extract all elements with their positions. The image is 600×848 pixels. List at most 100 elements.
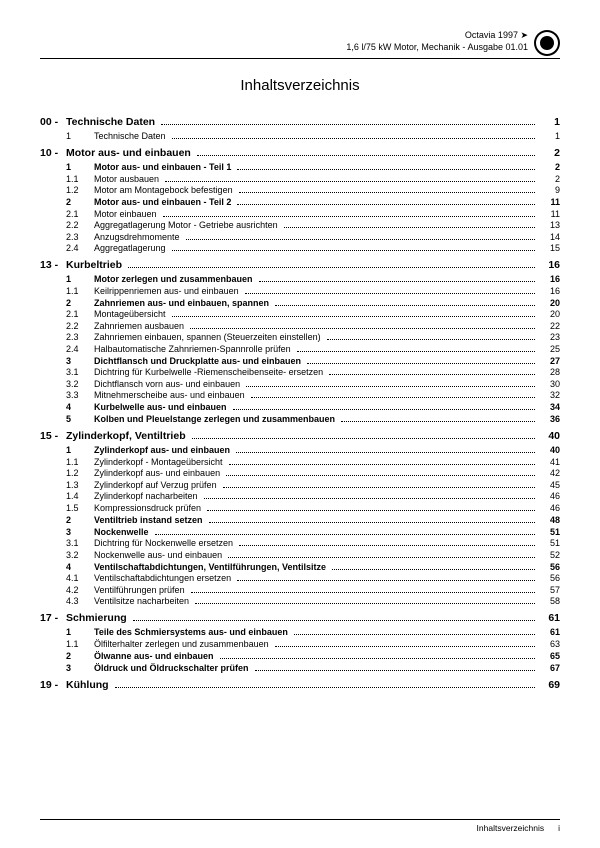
entry-page: 46 xyxy=(538,503,560,513)
entry-text: Ventilschaftabdichtungen, Ventilführunge… xyxy=(94,562,326,572)
toc-entry: 3.2Nockenwelle aus- und einbauen 52 xyxy=(40,550,560,560)
entry-number: 5 xyxy=(66,414,94,424)
leader-dots xyxy=(172,316,535,317)
entry-number: 2.2 xyxy=(66,220,94,230)
entry-text: Motor aus- und einbauen - Teil 2 xyxy=(94,197,231,207)
entry-page: 16 xyxy=(538,286,560,296)
entry-page: 20 xyxy=(538,298,560,308)
toc-entry: 2.2Aggregatlagerung Motor - Getriebe aus… xyxy=(40,220,560,230)
toc-entry: 3.1Dichtring für Nockenwelle ersetzen51 xyxy=(40,538,560,548)
entry-number: 2 xyxy=(66,298,94,308)
leader-dots xyxy=(186,239,535,240)
toc-entry: 2.3Zahnriemen einbauen, spannen (Steuerz… xyxy=(40,332,560,342)
section-heading: 15 -Zylinderkopf, Ventiltrieb40 xyxy=(40,430,560,442)
entry-number: 3.2 xyxy=(66,550,94,560)
entry-page: 48 xyxy=(538,515,560,525)
entry-number: 1.1 xyxy=(66,174,94,184)
entry-number: 2.4 xyxy=(66,344,94,354)
entry-page: 65 xyxy=(538,651,560,661)
toc-entry: 3Nockenwelle51 xyxy=(40,527,560,537)
entry-text: Ventilsitze nacharbeiten xyxy=(94,596,189,606)
section-heading: 19 -Kühlung69 xyxy=(40,679,560,691)
toc-entry: 4Ventilschaftabdichtungen, Ventilführung… xyxy=(40,562,560,572)
leader-dots xyxy=(259,281,535,282)
toc-entry: 1.5Kompressionsdruck prüfen46 xyxy=(40,503,560,513)
leader-dots xyxy=(204,498,535,499)
leader-dots xyxy=(237,169,535,170)
toc-entry: 2Ventiltrieb instand setzen48 xyxy=(40,515,560,525)
entry-number: 1 xyxy=(66,162,94,172)
toc-entry: 3.3Mitnehmerscheibe aus- und einbauen32 xyxy=(40,390,560,400)
entry-page: 51 xyxy=(538,538,560,548)
entry-text: Dichtring für Kurbelwelle -Riemenscheibe… xyxy=(94,367,323,377)
leader-dots xyxy=(245,293,535,294)
entry-page: 25 xyxy=(538,344,560,354)
entry-text: Ölwanne aus- und einbauen xyxy=(94,651,214,661)
leader-dots xyxy=(192,438,535,439)
leader-dots xyxy=(172,138,535,139)
page-title: Inhaltsverzeichnis xyxy=(40,77,560,94)
entry-number: 2 xyxy=(66,197,94,207)
entry-page: 32 xyxy=(538,390,560,400)
entry-number: 4 xyxy=(66,562,94,572)
leader-dots xyxy=(237,580,535,581)
toc-section: 19 -Kühlung69 xyxy=(40,679,560,691)
entry-page: 1 xyxy=(538,131,560,141)
entry-text: Nockenwelle xyxy=(94,527,149,537)
toc-entry: 4.1Ventilschaftabdichtungen ersetzen56 xyxy=(40,573,560,583)
entry-number: 3.3 xyxy=(66,390,94,400)
entry-text: Zylinderkopf - Montageübersicht xyxy=(94,457,223,467)
leader-dots xyxy=(275,305,535,306)
leader-dots xyxy=(297,351,535,352)
entry-text: Zahnriemen aus- und einbauen, spannen xyxy=(94,298,269,308)
entry-page: 14 xyxy=(538,232,560,242)
entry-text: Zylinderkopf aus- und einbauen xyxy=(94,445,230,455)
entry-text: Nockenwelle aus- und einbauen xyxy=(94,550,222,560)
toc-entry: 1Teile des Schmiersystems aus- und einba… xyxy=(40,627,560,637)
entry-page: 27 xyxy=(538,356,560,366)
section-page: 61 xyxy=(538,612,560,624)
leader-dots xyxy=(237,204,535,205)
entry-page: 2 xyxy=(538,174,560,184)
toc-entry: 4.3Ventilsitze nacharbeiten58 xyxy=(40,596,560,606)
leader-dots xyxy=(239,192,535,193)
entry-text: Dichtflansch und Druckplatte aus- und ei… xyxy=(94,356,301,366)
leader-dots xyxy=(155,534,535,535)
leader-dots xyxy=(246,386,535,387)
leader-dots xyxy=(207,510,535,511)
entry-page: 23 xyxy=(538,332,560,342)
entry-number: 2.1 xyxy=(66,309,94,319)
footer-label: Inhaltsverzeichnis xyxy=(477,823,545,833)
toc-entry: 1Zylinderkopf aus- und einbauen40 xyxy=(40,445,560,455)
leader-dots xyxy=(329,374,535,375)
leader-dots xyxy=(220,658,535,659)
entry-page: 34 xyxy=(538,402,560,412)
toc-entry: 1Motor zerlegen und zusammenbauen16 xyxy=(40,274,560,284)
toc-entry: 2Ölwanne aus- und einbauen65 xyxy=(40,651,560,661)
entry-text: Ventilführungen prüfen xyxy=(94,585,185,595)
leader-dots xyxy=(161,124,535,125)
section-number: 19 - xyxy=(40,679,66,691)
entry-text: Zylinderkopf nacharbeiten xyxy=(94,491,198,501)
section-number: 15 - xyxy=(40,430,66,442)
entry-page: 52 xyxy=(538,550,560,560)
section-title: Motor aus- und einbauen xyxy=(66,147,191,159)
entry-text: Ventiltrieb instand setzen xyxy=(94,515,203,525)
entry-number: 1.2 xyxy=(66,185,94,195)
entry-page: 61 xyxy=(538,627,560,637)
entry-text: Aggregatlagerung xyxy=(94,243,166,253)
entry-page: 42 xyxy=(538,468,560,478)
entry-page: 36 xyxy=(538,414,560,424)
toc-entry: 1.3Zylinderkopf auf Verzug prüfen45 xyxy=(40,480,560,490)
leader-dots xyxy=(327,339,535,340)
section-heading: 10 -Motor aus- und einbauen2 xyxy=(40,147,560,159)
entry-number: 3.1 xyxy=(66,367,94,377)
entry-number: 1 xyxy=(66,627,94,637)
header-line2: 1,6 l/75 kW Motor, Mechanik - Ausgabe 01… xyxy=(346,42,528,54)
entry-text: Motor zerlegen und zusammenbauen xyxy=(94,274,253,284)
entry-page: 41 xyxy=(538,457,560,467)
section-number: 10 - xyxy=(40,147,66,159)
toc-entry: 2.4Halbautomatische Zahnriemen-Spannroll… xyxy=(40,344,560,354)
toc-section: 00 -Technische Daten11Technische Daten1 xyxy=(40,116,560,141)
page-footer: Inhaltsverzeichnis i xyxy=(40,819,560,833)
